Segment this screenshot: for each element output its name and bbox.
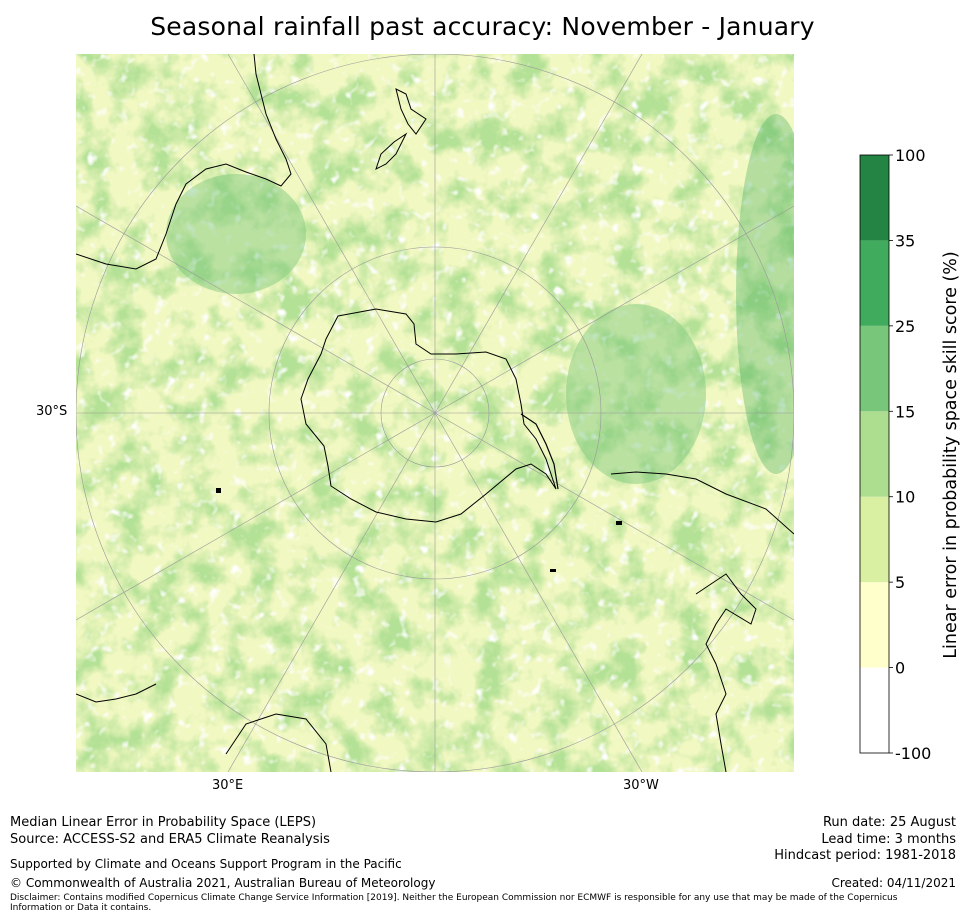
australia-coast [76, 54, 292, 270]
meridian-30w [434, 412, 643, 772]
colorbar-tick-label: 25 [895, 317, 915, 336]
meridian-120w [434, 205, 794, 414]
colorbar-segment [860, 582, 889, 668]
new-zealand-south [375, 132, 408, 170]
colorbar: -100 0 5 10 15 25 35 100 [859, 146, 931, 763]
meridian-60e [76, 412, 436, 621]
islands [216, 488, 622, 572]
polar-skill-map [76, 54, 794, 772]
colorbar-segment [860, 155, 889, 241]
antarctica-coast [300, 308, 557, 523]
colorbar-segment [860, 325, 889, 412]
south-georgia [550, 569, 556, 572]
lon-label-30w: 30°W [623, 778, 659, 793]
meridian-30e [227, 412, 436, 772]
footer-hindcast: Hindcast period: 1981-2018 [774, 848, 956, 863]
footer-disclaimer-2: Information or Data it contains. [10, 903, 152, 913]
coastlines [76, 54, 794, 772]
colorbar-segment [860, 496, 889, 583]
lon-label-30e: 30°E [212, 778, 244, 793]
high-skill-region-south-america [566, 304, 706, 484]
antarctic-peninsula [520, 413, 559, 490]
colorbar-tick-label: 10 [895, 488, 915, 507]
kerguelen-island [216, 488, 221, 493]
chart-title: Seasonal rainfall past accuracy: Novembe… [150, 12, 815, 41]
colorbar-tick-label: 5 [895, 573, 905, 592]
colorbar-frame [859, 154, 890, 754]
footer-support: Supported by Climate and Oceans Support … [10, 857, 402, 871]
colorbar-tick-label: 15 [895, 402, 915, 421]
colorbar-tick-label: 35 [895, 231, 915, 250]
colorbar-segment [860, 667, 889, 753]
footer-disclaimer-1: Disclaimer: Contains modified Copernicus… [10, 893, 898, 903]
high-skill-region-pacific-east [736, 114, 794, 474]
africa-south-coast [76, 683, 332, 772]
footer-method: Median Linear Error in Probability Space… [10, 815, 317, 830]
footer-copyright: © Commonwealth of Australia 2021, Austra… [10, 876, 436, 890]
meridian-120e [76, 205, 436, 414]
new-zealand-north [395, 88, 427, 135]
lat-label-30s: 30°S [36, 404, 68, 419]
meridian-150e [227, 54, 436, 414]
graticule [76, 54, 794, 772]
colorbar-segment [860, 411, 889, 497]
colorbar-segment [860, 240, 889, 326]
south-america-coast [610, 471, 794, 772]
colorbar-tick-label: 0 [895, 659, 905, 678]
footer-lead-time: Lead time: 3 months [821, 832, 956, 847]
footer-run-date: Run date: 25 August [822, 815, 956, 830]
colorbar-tick-label: -100 [895, 744, 931, 763]
colorbar-title: Linear error in probability space skill … [941, 251, 961, 659]
falkland-islands [616, 521, 622, 525]
colorbar-tick-label: 100 [895, 146, 926, 165]
footer-created: Created: 04/11/2021 [831, 876, 956, 890]
high-skill-region-australia [166, 174, 306, 294]
footer-source: Source: ACCESS-S2 and ERA5 Climate Reana… [10, 832, 330, 847]
